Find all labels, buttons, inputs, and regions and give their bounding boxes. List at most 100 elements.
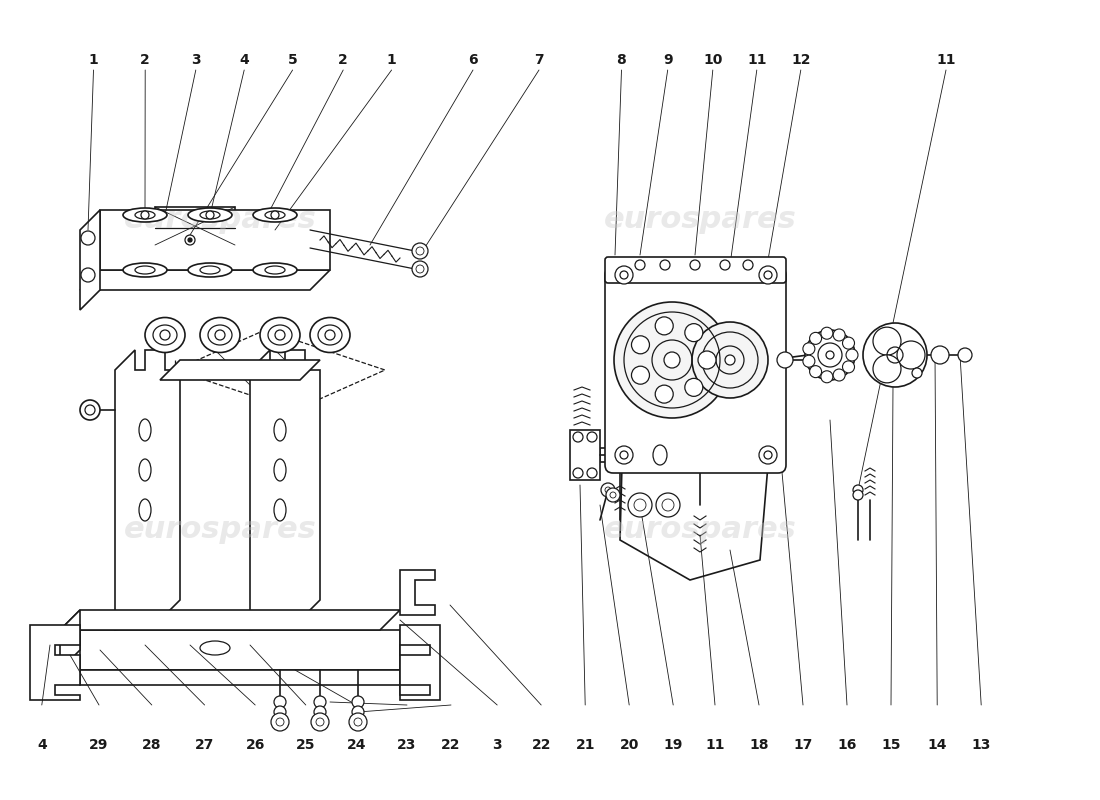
Ellipse shape <box>260 318 300 353</box>
Circle shape <box>821 327 833 339</box>
Ellipse shape <box>653 445 667 465</box>
Circle shape <box>821 370 833 382</box>
Text: 3: 3 <box>493 738 502 752</box>
Circle shape <box>188 238 192 242</box>
Text: 5: 5 <box>288 53 297 67</box>
Circle shape <box>314 706 326 718</box>
Circle shape <box>615 266 632 284</box>
Ellipse shape <box>253 208 297 222</box>
Circle shape <box>656 317 673 335</box>
Circle shape <box>615 446 632 464</box>
Text: 2: 2 <box>339 53 348 67</box>
Circle shape <box>810 366 822 378</box>
Circle shape <box>852 485 864 495</box>
Text: 14: 14 <box>927 738 947 752</box>
Circle shape <box>912 368 922 378</box>
Circle shape <box>803 343 815 355</box>
Text: 4: 4 <box>240 53 249 67</box>
Circle shape <box>352 706 364 718</box>
Polygon shape <box>116 350 180 630</box>
Text: 11: 11 <box>747 53 767 67</box>
Polygon shape <box>620 465 768 580</box>
Bar <box>600 448 660 462</box>
Polygon shape <box>80 670 400 685</box>
Ellipse shape <box>310 318 350 353</box>
Text: 6: 6 <box>469 53 477 67</box>
Circle shape <box>601 483 615 497</box>
Circle shape <box>311 713 329 731</box>
Text: 20: 20 <box>619 738 639 752</box>
Circle shape <box>931 346 949 364</box>
Text: 28: 28 <box>142 738 162 752</box>
Circle shape <box>664 352 680 368</box>
Text: 24: 24 <box>346 738 366 752</box>
Circle shape <box>324 330 336 340</box>
Text: eurospares: eurospares <box>604 206 796 234</box>
Circle shape <box>759 446 777 464</box>
Circle shape <box>692 322 768 398</box>
Circle shape <box>833 369 845 381</box>
Circle shape <box>805 330 855 380</box>
Text: 2: 2 <box>141 53 150 67</box>
Ellipse shape <box>188 208 232 222</box>
Ellipse shape <box>123 208 167 222</box>
FancyBboxPatch shape <box>605 267 786 473</box>
Text: 9: 9 <box>663 53 672 67</box>
Text: 11: 11 <box>936 53 956 67</box>
Polygon shape <box>570 430 600 480</box>
Text: 12: 12 <box>791 53 811 67</box>
Circle shape <box>690 260 700 270</box>
Polygon shape <box>400 645 430 655</box>
Text: 26: 26 <box>245 738 265 752</box>
Circle shape <box>349 713 367 731</box>
Polygon shape <box>100 210 330 270</box>
Circle shape <box>80 400 100 420</box>
Text: 22: 22 <box>441 738 461 752</box>
Text: 29: 29 <box>89 738 109 752</box>
Text: 25: 25 <box>296 738 316 752</box>
Circle shape <box>656 493 680 517</box>
FancyBboxPatch shape <box>605 257 786 283</box>
Text: 3: 3 <box>191 53 200 67</box>
Ellipse shape <box>200 641 230 655</box>
Circle shape <box>896 341 925 369</box>
Text: eurospares: eurospares <box>123 206 317 234</box>
Ellipse shape <box>188 263 232 277</box>
Circle shape <box>698 351 716 369</box>
Circle shape <box>833 329 845 341</box>
Text: eurospares: eurospares <box>604 515 796 545</box>
FancyBboxPatch shape <box>121 213 169 272</box>
Polygon shape <box>30 625 80 700</box>
Circle shape <box>271 211 279 219</box>
Circle shape <box>826 351 834 359</box>
Circle shape <box>275 330 285 340</box>
Circle shape <box>81 268 95 282</box>
Text: 17: 17 <box>793 738 813 752</box>
Text: 15: 15 <box>881 738 901 752</box>
Circle shape <box>873 355 901 383</box>
FancyBboxPatch shape <box>186 213 234 272</box>
Circle shape <box>803 355 815 367</box>
Text: 13: 13 <box>971 738 991 752</box>
FancyBboxPatch shape <box>251 213 299 272</box>
Circle shape <box>631 366 649 384</box>
Polygon shape <box>60 610 80 670</box>
Circle shape <box>614 302 730 418</box>
Text: 16: 16 <box>837 738 857 752</box>
Text: 23: 23 <box>397 738 417 752</box>
Circle shape <box>656 385 673 403</box>
Ellipse shape <box>253 263 297 277</box>
Circle shape <box>206 211 214 219</box>
Circle shape <box>160 330 170 340</box>
Text: 4: 4 <box>37 738 46 752</box>
Polygon shape <box>160 360 320 380</box>
Bar <box>80 630 400 670</box>
Circle shape <box>725 355 735 365</box>
Ellipse shape <box>123 263 167 277</box>
Circle shape <box>274 706 286 718</box>
Circle shape <box>628 493 652 517</box>
Circle shape <box>958 348 972 362</box>
Bar <box>155 207 235 245</box>
Circle shape <box>635 260 645 270</box>
Polygon shape <box>400 685 430 695</box>
